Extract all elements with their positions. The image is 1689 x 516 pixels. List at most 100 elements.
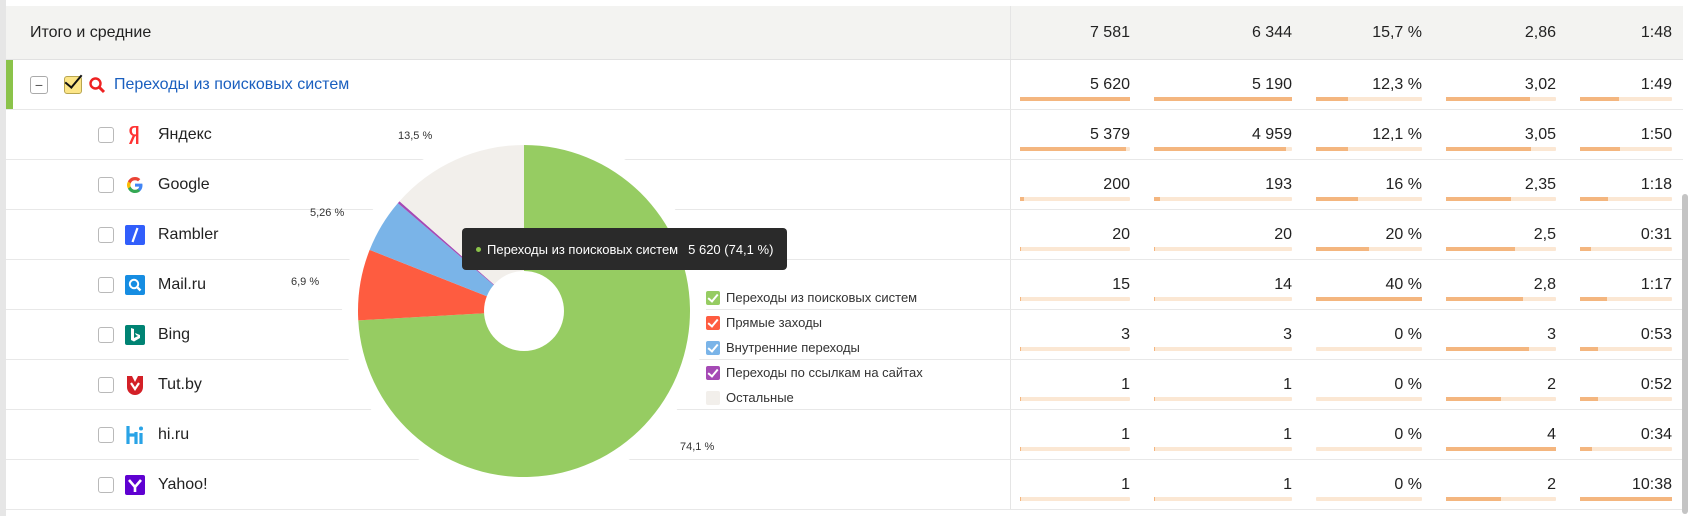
metric-value: 20 % [1385,225,1422,243]
legend-item-internal[interactable]: Внутренние переходы [706,335,923,360]
row-name: Tut.by [98,360,202,409]
metric-bar-fill [1316,247,1369,251]
metric-cell: 6 344 [1154,6,1292,59]
metric-bar [1020,497,1130,501]
legend-item-other[interactable]: Остальные [706,385,923,410]
metric-cell: 0:34 [1580,410,1672,459]
metric-value: 12,3 % [1372,75,1422,93]
metric-bar [1020,347,1130,351]
metric-value: 1 [1121,375,1130,393]
row-name: Mail.ru [98,260,206,309]
metric-bar-fill [1580,97,1619,101]
row-name: Яндекс [98,110,212,159]
row-checkbox[interactable] [98,126,114,143]
metric-bar [1154,147,1292,151]
metric-bar [1580,297,1672,301]
metric-bar [1580,97,1672,101]
metric-cell: 3 [1154,310,1292,359]
column-separator [1010,460,1011,509]
metric-value: 4 [1547,425,1556,443]
row-label: Rambler [158,225,219,243]
row-label: Mail.ru [158,275,207,293]
metric-cell: 1 [1020,410,1130,459]
metric-value: 1:18 [1640,175,1672,193]
metric-value: 4 959 [1251,125,1292,143]
tooltip-dot-icon [476,246,481,252]
report-table: Итого и средние 7 581 6 344 15,7 % 2,86 1:48 −… [6,6,1683,510]
metric-bar-fill [1020,197,1025,201]
metric-value: 3,02 [1524,75,1556,93]
legend-item-search[interactable]: Переходы из поисковых систем [706,285,923,310]
table-row: Google 200 193 16 % 2,35 1:18 [6,160,1683,210]
metric-bar [1020,97,1130,101]
row-checkbox[interactable] [98,426,114,443]
metric-bar-fill [1580,197,1608,201]
legend-item-links[interactable]: Переходы по ссылкам на сайтах [706,360,923,385]
row-name: Bing [98,310,190,359]
metric-cell: 1:18 [1580,160,1672,209]
group-link[interactable]: Переходы из поисковых систем [114,75,350,93]
row-checkbox[interactable] [98,276,114,293]
table-row: Tut.by 1 1 0 % 2 0:52 [6,360,1683,410]
metric-value: 7 581 [1089,23,1130,41]
metric-bar [1446,147,1556,151]
metric-value: 10:38 [1631,475,1672,493]
metric-cell: 5 379 [1020,110,1130,159]
row-checkbox[interactable] [98,226,114,243]
metric-value: 0:34 [1640,425,1672,443]
legend-item-direct[interactable]: Прямые заходы [706,310,923,335]
metric-cell: 10:38 [1580,460,1672,509]
metric-value: 12,1 % [1372,125,1422,143]
row-checkbox[interactable] [98,176,114,193]
metric-bar-fill [1154,197,1160,201]
metric-cell: 3,05 [1446,110,1556,159]
metric-bar [1154,497,1292,501]
row-checkbox-checked[interactable] [64,75,82,94]
metric-value: 1:17 [1640,275,1672,293]
metric-cell: 12,3 % [1316,60,1422,109]
row-name: hi.ru [98,410,189,459]
metric-bar [1316,97,1422,101]
row-checkbox[interactable] [98,326,114,343]
metric-bar [1580,397,1672,401]
metric-value: 3 [1121,325,1130,343]
metric-bar [1580,497,1672,501]
row-checkbox[interactable] [98,476,114,493]
metric-cell: 2 [1446,360,1556,409]
group-row: − Переходы из поисковых систем 5 620 5 190 1… [6,60,1683,110]
metric-value: 1 [1283,425,1292,443]
scrollbar[interactable] [1682,194,1688,514]
metric-bar [1580,347,1672,351]
metric-bar [1154,97,1292,101]
metric-bar [1020,447,1130,451]
metric-bar-fill [1446,397,1501,401]
column-separator [1010,110,1011,159]
metric-bar-fill [1580,397,1599,401]
metric-cell: 2,8 [1446,260,1556,309]
column-separator [1010,6,1011,59]
metric-value: 15,7 % [1372,23,1422,41]
metric-cell: 1:50 [1580,110,1672,159]
pie-label-direct: 6,9 % [291,276,320,288]
hiru-icon [124,424,146,446]
row-checkbox[interactable] [98,376,114,393]
legend-check-icon [706,290,720,305]
legend-label: Остальные [726,390,794,405]
metric-value: 1 [1283,375,1292,393]
row-name: Yahoo! [98,460,208,509]
row-label: Bing [158,325,191,343]
yandex-icon [124,124,146,146]
metric-value: 0 % [1394,475,1422,493]
metric-value: 15 [1112,275,1130,293]
metric-bar-fill [1020,347,1021,351]
metric-value: 0:31 [1640,225,1672,243]
metric-value: 1 [1283,475,1292,493]
metric-value: 0 % [1394,325,1422,343]
collapse-button[interactable]: − [30,75,48,94]
metric-value: 3,05 [1524,125,1556,143]
metric-cell: 15,7 % [1316,6,1422,59]
metric-bar-fill [1316,197,1359,201]
metric-bar-fill [1154,347,1155,351]
rambler-icon [124,224,146,246]
metric-bar-fill [1154,247,1156,251]
